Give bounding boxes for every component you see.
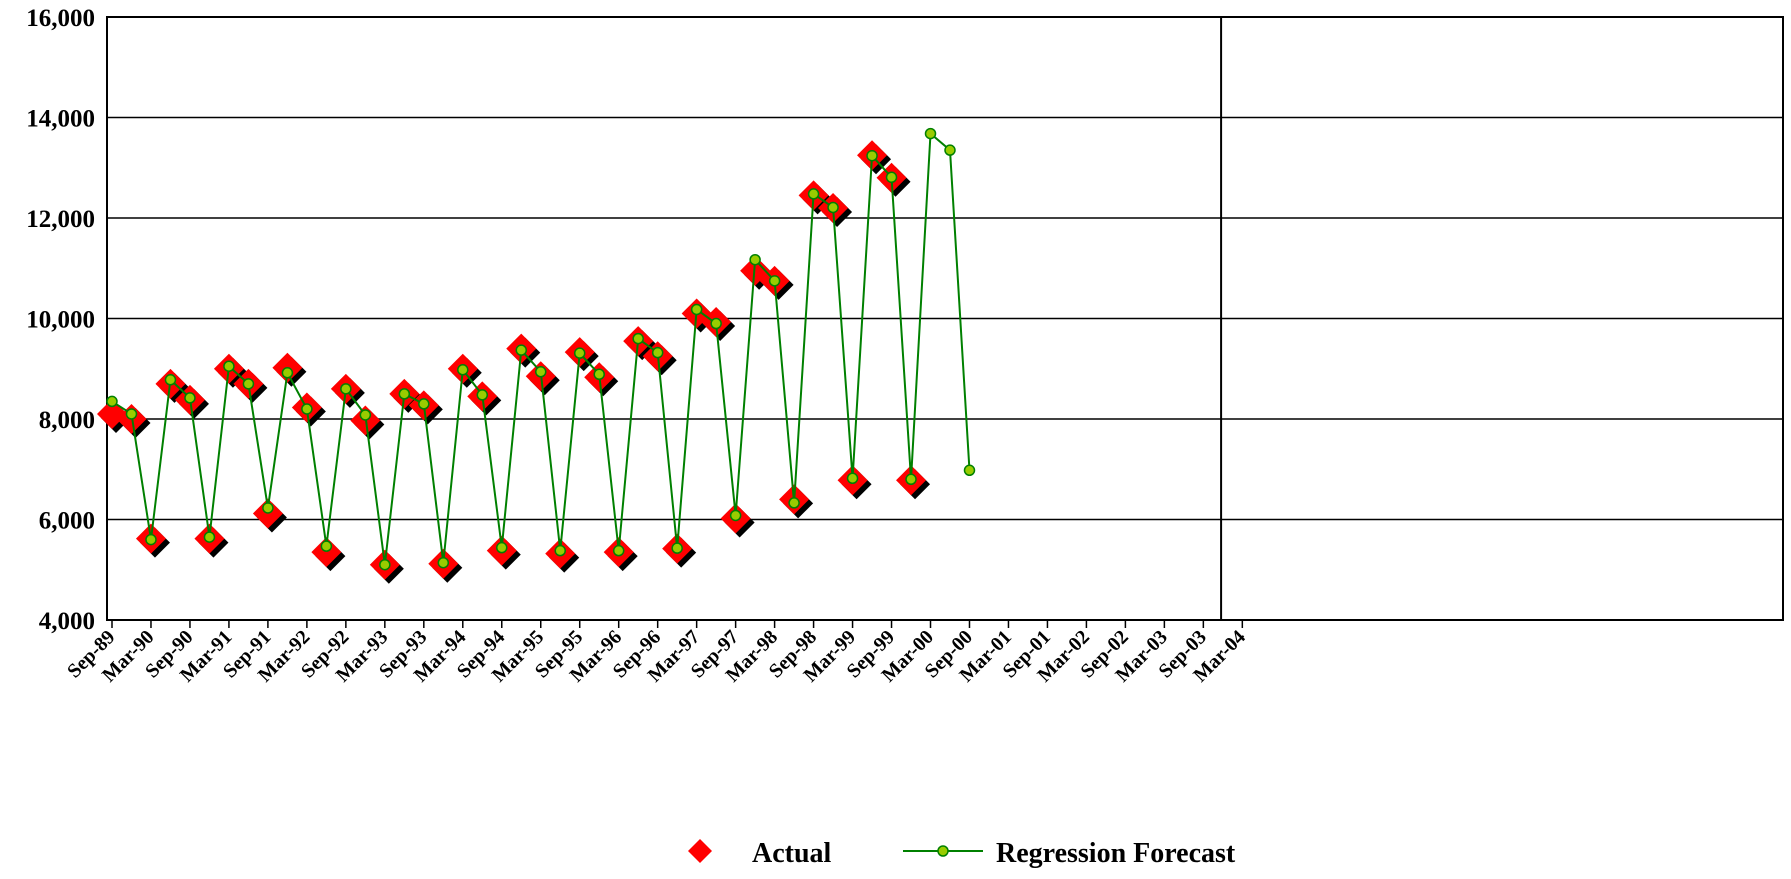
forecast-point [203,531,216,543]
forecast-point [301,403,313,415]
forecast-point [885,171,898,184]
forecast-point [671,542,683,554]
forecast-point [827,201,839,214]
forecast-point [476,389,489,401]
forecast-point [749,253,761,266]
forecast-point [729,509,742,522]
forecast-point [457,364,469,376]
forecast-point [846,472,859,485]
legend-forecast-marker [937,845,949,857]
forecast-point [359,409,372,421]
forecast-point [340,383,352,395]
forecast-point [320,540,333,552]
forecast-point [554,544,566,557]
y-tick-label: 14,000 [26,106,95,133]
forecast-point [184,392,196,404]
y-tick-label: 16,000 [26,5,95,32]
forecast-point [262,502,274,514]
series-actual [97,140,931,584]
forecast-point [905,473,917,486]
forecast-point [612,544,625,557]
forecast-point [944,144,956,156]
legend: Actual Regression Forecast [688,838,1236,869]
y-axis-ticks: 4,000 6,000 8,000 10,000 12,000 14,000 16,000 [26,5,95,635]
legend-actual-label: Actual [752,838,832,869]
forecast-point [710,317,722,330]
y-tick-label: 6,000 [39,508,95,535]
forecast-point [106,395,118,408]
plot-frame [106,16,1784,621]
forecast-point [379,558,391,571]
forecast-point [573,347,586,359]
legend-item-actual: Actual [688,838,832,869]
y-tick-label: 4,000 [39,608,95,635]
gridlines [107,16,1783,621]
forecast-point [534,366,547,378]
actual-point [311,537,342,568]
forecast-point [398,388,411,400]
forecast-point [496,541,508,554]
forecast-point [651,346,664,359]
forecast-point [242,378,255,390]
forecast-point [807,188,820,200]
forecast-point [145,533,157,546]
forecast-point [515,344,528,356]
forecast-point [768,275,781,287]
forecast-point [125,408,138,420]
series-regression-forecast [106,127,976,571]
y-tick-label: 10,000 [26,307,95,334]
y-tick-label: 8,000 [39,407,95,434]
forecast-point [690,303,703,316]
forecast-point [281,367,294,379]
forecast-point [924,127,937,140]
y-tick-label: 12,000 [26,206,95,233]
legend-forecast-label: Regression Forecast [996,838,1236,869]
forecast-point [593,368,605,381]
forecast-point [788,497,800,509]
legend-item-forecast: Regression Forecast [903,838,1236,869]
x-axis-ticks: Sep-89Mar-90Sep-90Mar-91Sep-91Mar-92Sep-… [63,620,1250,687]
forecast-line [111,131,971,565]
forecast-point [437,556,450,569]
forecast-point [963,464,976,477]
forecast-point [866,149,878,162]
forecast-point [418,398,430,410]
legend-actual-marker [688,839,712,863]
forecast-point [223,360,235,372]
forecast-point [164,374,177,386]
forecast-point [632,332,644,345]
